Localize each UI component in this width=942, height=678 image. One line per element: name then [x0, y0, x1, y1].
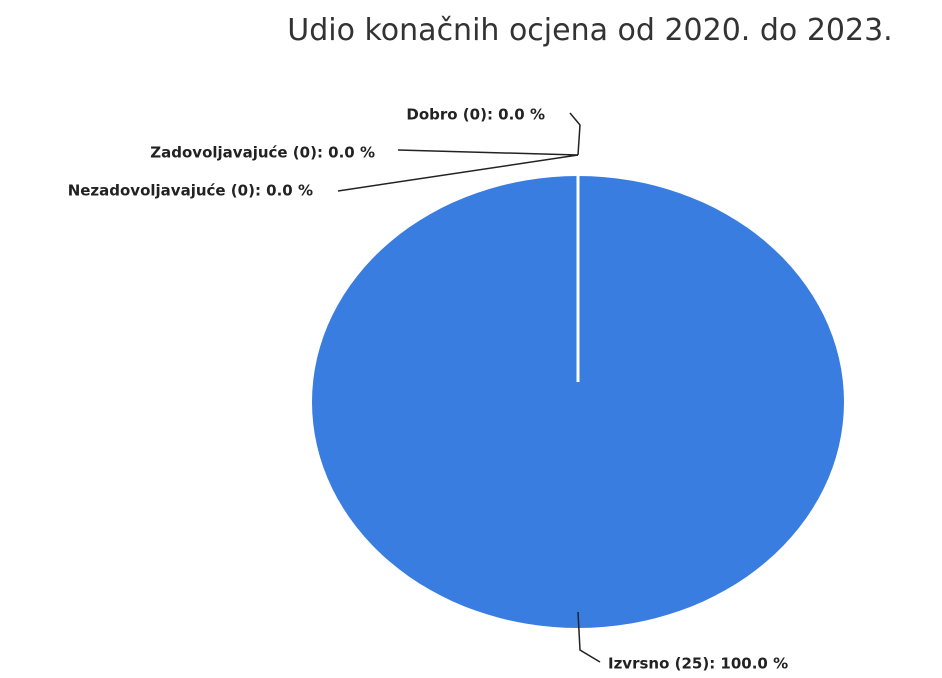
leader-line	[569, 112, 581, 156]
leader-line	[337, 154, 579, 192]
leader-line	[577, 611, 601, 663]
data-label: Dobro (0): 0.0 %	[406, 106, 545, 124]
data-label: Izvrsno (25): 100.0 %	[608, 655, 788, 673]
leader-line	[397, 149, 579, 156]
data-label: Nezadovoljavajuće (0): 0.0 %	[68, 182, 313, 200]
chart-title: Udio konačnih ocjena od 2020. do 2023.	[287, 13, 892, 48]
pie-slice	[312, 176, 844, 628]
data-label: Zadovoljavajuće (0): 0.0 %	[150, 144, 375, 162]
